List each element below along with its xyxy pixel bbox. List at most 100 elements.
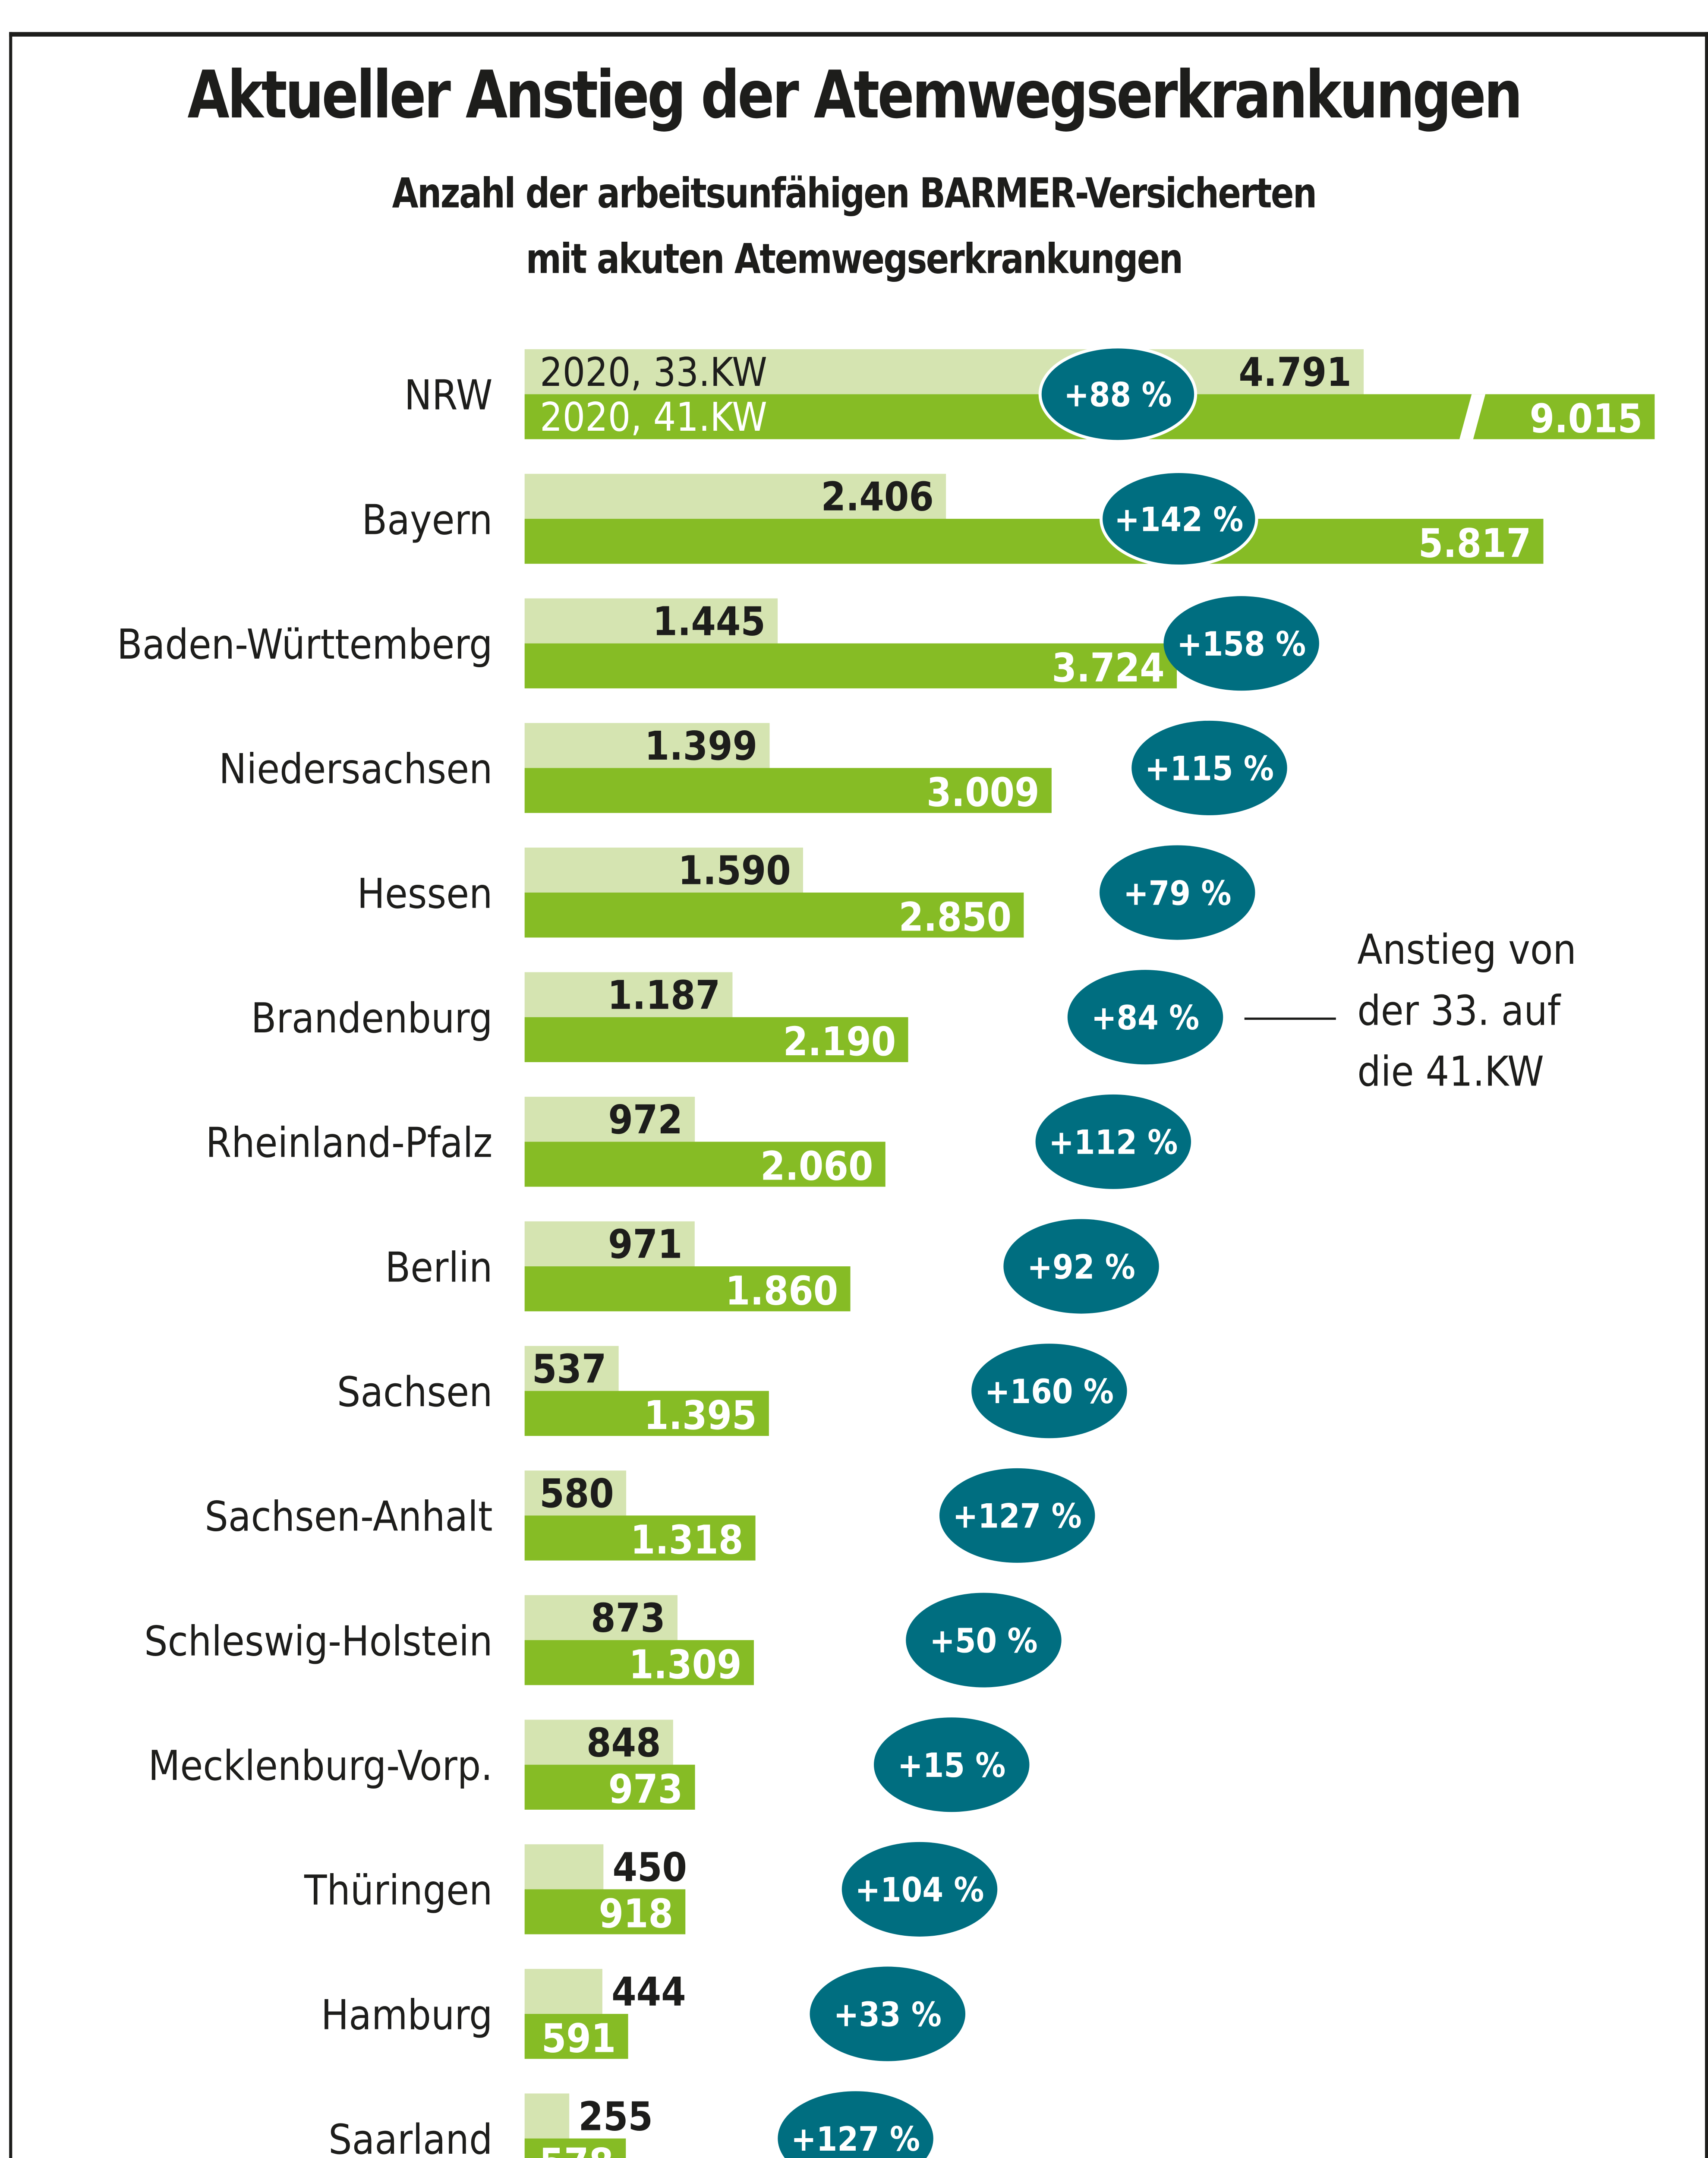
change-badge-label: +115 %	[1145, 750, 1274, 789]
value-label-week33: 1.399	[645, 723, 757, 769]
category-label: Rheinland-Pfalz	[206, 1119, 493, 1167]
axis-break-mark	[1459, 394, 1486, 439]
value-label-week33: 1.590	[678, 848, 791, 894]
category-label: Hamburg	[321, 1991, 493, 2039]
bar-week41	[524, 1266, 851, 1312]
value-label-week33: 971	[608, 1221, 683, 1268]
category-label: Sachsen-Anhalt	[205, 1493, 492, 1541]
value-label-week33: 972	[608, 1097, 683, 1143]
value-label-week41: 3.724	[1052, 645, 1164, 691]
value-label-week41: 918	[599, 1891, 673, 1937]
value-label-week41: 973	[608, 1766, 683, 1812]
bar-week41	[524, 1515, 756, 1561]
bar-week33	[524, 1595, 678, 1641]
change-badge-label: +92 %	[1027, 1248, 1135, 1287]
change-badge	[778, 2091, 933, 2158]
category-label: Schleswig-Holstein	[144, 1617, 492, 1665]
value-label-week33: 2.406	[821, 474, 933, 520]
change-badge-label: +84 %	[1091, 999, 1199, 1038]
category-label: Baden-Württemberg	[117, 621, 493, 669]
bar-week41	[524, 1391, 769, 1436]
change-badge	[1163, 596, 1319, 691]
value-label-week33: 537	[532, 1346, 607, 1392]
value-label-week41: 1.860	[725, 1268, 838, 1314]
category-label: Sachsen	[337, 1368, 493, 1416]
change-badge	[1035, 1094, 1191, 1189]
category-label: Berlin	[385, 1243, 492, 1291]
change-badge-label: +142 %	[1114, 500, 1243, 539]
bar-week41	[524, 1889, 686, 1934]
annotation-text: Anstieg von	[1357, 926, 1576, 974]
change-badge	[971, 1344, 1127, 1439]
value-label-week41: 591	[542, 2015, 616, 2061]
value-label-week33: 4.791	[1238, 349, 1351, 395]
bar-week33	[524, 847, 803, 893]
value-label-week33: 255	[578, 2093, 653, 2139]
bar-week33	[524, 1969, 602, 2014]
bar-week33	[524, 972, 733, 1017]
bar-week41	[524, 2014, 628, 2059]
category-label: Bayern	[362, 496, 492, 544]
bar-week33	[524, 1470, 627, 1516]
bar-week33	[524, 1221, 695, 1267]
value-label-week41: 9.015	[1530, 396, 1642, 442]
chart-subtitle-line1: Anzahl der arbeitsunfähigen BARMER-Versi…	[392, 170, 1317, 218]
change-badge	[939, 1468, 1095, 1563]
bar-week33	[524, 1844, 604, 1890]
change-badge-label: +158 %	[1177, 625, 1306, 664]
value-label-week33: 1.187	[608, 972, 720, 1018]
value-label-week41: 1.395	[644, 1392, 756, 1439]
category-label: Hessen	[357, 870, 492, 918]
change-badge	[1038, 345, 1197, 443]
category-label: Brandenburg	[251, 994, 493, 1042]
value-label-week41: 2.850	[899, 894, 1012, 940]
value-label-week41: 578	[539, 2140, 614, 2158]
bar-week41	[524, 2138, 626, 2158]
bar-week41	[524, 519, 1544, 564]
category-label: Mecklenburg-Vorp.	[148, 1742, 492, 1790]
legend-week33-label: 2020, 33.KW	[540, 349, 767, 395]
bar-week33	[524, 2093, 570, 2139]
bar-week41	[524, 768, 1052, 813]
category-label: Niedersachsen	[219, 745, 492, 793]
value-label-week33: 450	[613, 1844, 687, 1890]
value-label-week33: 1.445	[652, 598, 765, 644]
annotation-text: der 33. auf	[1357, 987, 1561, 1035]
value-label-week41: 3.009	[926, 770, 1039, 816]
bar-week33	[524, 1719, 673, 1765]
change-badge	[906, 1593, 1062, 1688]
bar-week41	[524, 1017, 908, 1062]
bar-week41	[524, 893, 1024, 938]
change-badge	[1003, 1219, 1159, 1314]
bar-week33	[524, 598, 778, 644]
change-badge-label: +33 %	[834, 1995, 942, 2034]
bar-week41	[524, 1640, 754, 1685]
bar-week41	[524, 643, 1177, 688]
value-label-week33: 873	[591, 1595, 665, 1641]
value-label-week41: 2.190	[783, 1019, 896, 1065]
category-label: NRW	[404, 372, 493, 420]
change-badge-label: +50 %	[930, 1622, 1037, 1660]
value-label-week41: 2.060	[760, 1143, 873, 1189]
annotation-text: die 41.KW	[1357, 1048, 1544, 1096]
change-badge-label: +88 %	[1064, 376, 1172, 415]
chart-title: Aktueller Anstieg der Atemwegserkrankung…	[187, 58, 1522, 134]
change-badge-label: +127 %	[791, 2120, 920, 2158]
change-badge	[810, 1966, 966, 2061]
bar-week33	[524, 349, 1364, 394]
change-badge	[1100, 470, 1258, 568]
change-badge	[873, 1717, 1030, 1812]
change-badge-label: +112 %	[1049, 1123, 1178, 1162]
value-label-week33: 444	[611, 1969, 686, 2015]
change-badge-label: +127 %	[953, 1497, 1082, 1536]
bar-week33	[524, 1346, 619, 1391]
change-badge	[1131, 720, 1287, 815]
change-badge-label: +15 %	[898, 1746, 1005, 1785]
change-badge-label: +79 %	[1123, 874, 1231, 913]
value-label-week41: 5.817	[1418, 520, 1531, 566]
change-badge-label: +160 %	[985, 1372, 1114, 1411]
value-label-week41: 1.318	[630, 1517, 743, 1563]
value-label-week41: 1.309	[629, 1641, 741, 1688]
